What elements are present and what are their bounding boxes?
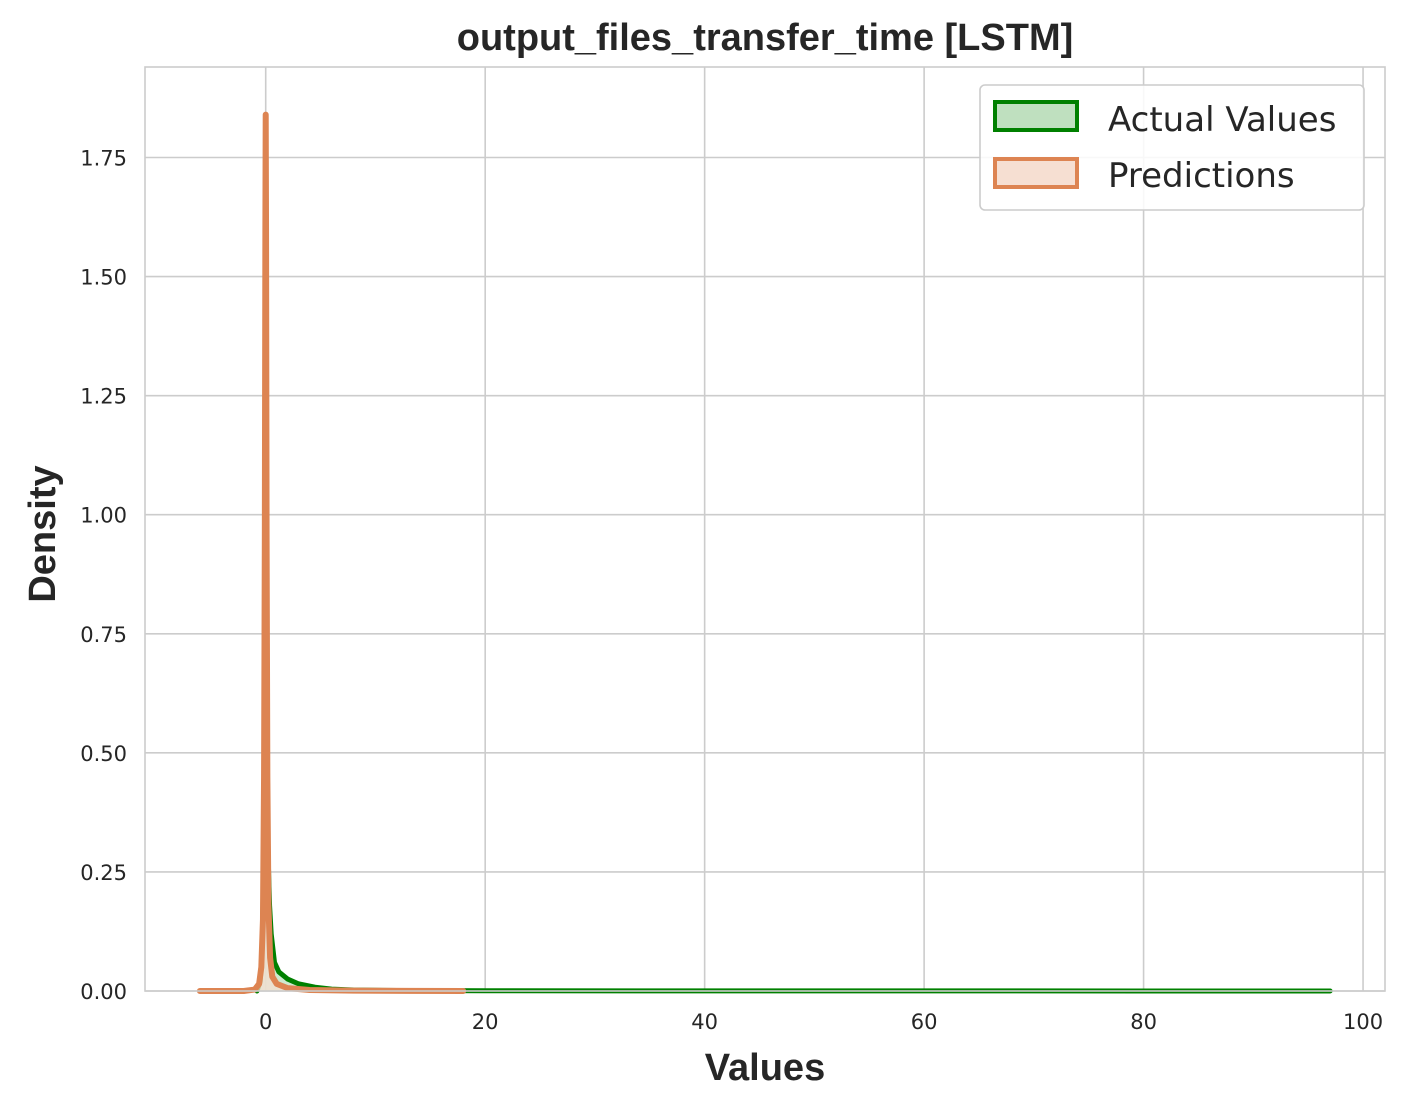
- x-tick-label: 20: [472, 1010, 499, 1034]
- y-tick-label: 1.25: [80, 385, 127, 409]
- y-tick-label: 1.75: [80, 146, 127, 170]
- y-axis-label: Density: [22, 465, 64, 602]
- legend-swatch-predictions: [993, 157, 1079, 189]
- legend-label-actual-values: Actual Values: [1108, 100, 1336, 140]
- y-tick-label: 0.50: [80, 742, 127, 766]
- x-tick-labels: 0 20 40 60 80 100: [259, 1010, 1383, 1034]
- legend-swatch-actual-values: [993, 100, 1079, 132]
- y-tick-label: 1.00: [80, 504, 127, 528]
- y-tick-labels: 0.00 0.25 0.50 0.75 1.00 1.25 1.50 1.75: [80, 146, 127, 1004]
- y-tick-label: 1.50: [80, 266, 127, 290]
- chart-title: output_files_transfer_time [LSTM]: [457, 17, 1074, 59]
- x-tick-label: 100: [1343, 1010, 1383, 1034]
- x-tick-label: 60: [911, 1010, 938, 1034]
- y-tick-label: 0.00: [80, 980, 127, 1004]
- y-tick-label: 0.25: [80, 861, 127, 885]
- density-line-predictions: [196, 111, 467, 994]
- x-axis-label: Values: [705, 1047, 825, 1089]
- grid-lines: [145, 67, 1385, 992]
- plot-frame: [144, 66, 1386, 992]
- x-tick-label: 0: [259, 1010, 272, 1034]
- legend-label-predictions: Predictions: [1108, 156, 1295, 196]
- legend: Actual Values Predictions: [979, 84, 1365, 211]
- x-tick-label: 40: [691, 1010, 718, 1034]
- y-tick-label: 0.75: [80, 623, 127, 647]
- x-tick-label: 80: [1130, 1010, 1157, 1034]
